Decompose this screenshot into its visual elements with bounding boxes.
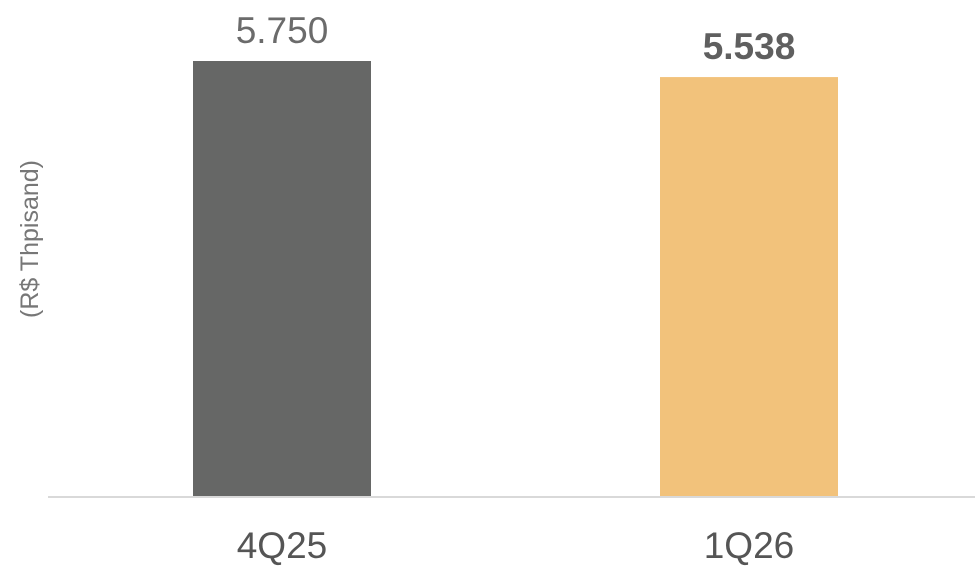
bar-4q25 [193, 61, 371, 497]
x-tick-label-1q26: 1Q26 [704, 525, 795, 566]
value-labels-layer: 5.750 5.538 [236, 10, 796, 67]
bar-1q26 [660, 77, 838, 497]
y-axis-title: (R$ Thpisand) [16, 160, 44, 318]
tick-labels-layer: 4Q25 1Q26 [237, 525, 795, 566]
bars-layer [193, 61, 838, 497]
value-label-4q25: 5.750 [236, 10, 329, 51]
x-tick-label-4q25: 4Q25 [237, 525, 328, 566]
value-label-1q26: 5.538 [703, 26, 796, 67]
